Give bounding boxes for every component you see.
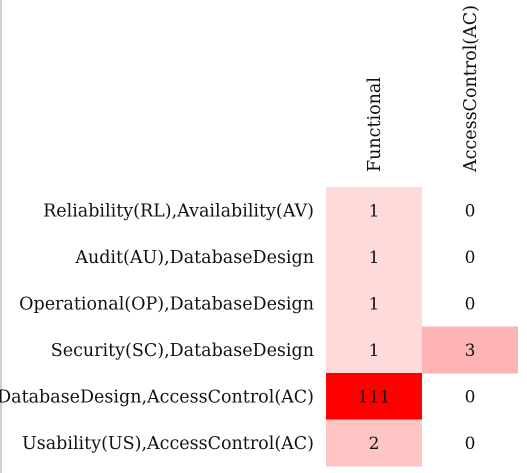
cell-value-label: 0 [465,434,476,454]
cell-value-label: 0 [465,248,476,268]
heatmap-cell [326,280,422,327]
row-labels: Reliability(RL),Availability(AV) Audit(AU… [0,201,314,454]
heatmap-cell [326,373,422,420]
row-label-usability-us-accesscontrol-ac: Usability(US),AccessControl(AC) [22,434,314,454]
row-label-reliability-rl-availability-av: Reliability(RL),Availability(AV) [43,201,314,221]
row-label-audit-au-databasedesign: Audit(AU),DatabaseDesign [74,248,314,268]
column-labels: Functional AccessControl(AC) [365,5,481,173]
heatmap-cell [422,326,518,374]
cell-value-label: 0 [465,294,476,314]
heatmap-cell [326,419,422,467]
heatmap-cells: 1 0 1 0 1 0 1 3 111 0 2 0 [326,187,518,467]
row-label-databasedesign-accesscontrol-ac: DatabaseDesign,AccessControl(AC) [0,387,314,407]
cell-value-label: 1 [369,248,380,268]
heatmap-cell [326,233,422,281]
column-label-functional: Functional [365,77,385,172]
cell-value-label: 111 [358,387,390,407]
row-label-security-sc-databasedesign: Security(SC),DatabaseDesign [51,341,314,361]
cell-value-label: 1 [369,341,380,361]
column-label-accesscontrol-ac: AccessControl(AC) [461,5,481,173]
heatmap-cell [326,326,422,374]
cell-value-label: 2 [369,434,380,454]
cell-value-label: 0 [465,201,476,221]
cell-value-label: 1 [369,201,380,221]
cell-value-label: 1 [369,294,380,314]
cell-value-label: 0 [465,387,476,407]
left-border-rule [0,0,2,473]
heatmap-cell [326,187,422,234]
row-label-operational-op-databasedesign: Operational(OP),DatabaseDesign [19,294,314,314]
cell-value-label: 3 [465,341,476,361]
